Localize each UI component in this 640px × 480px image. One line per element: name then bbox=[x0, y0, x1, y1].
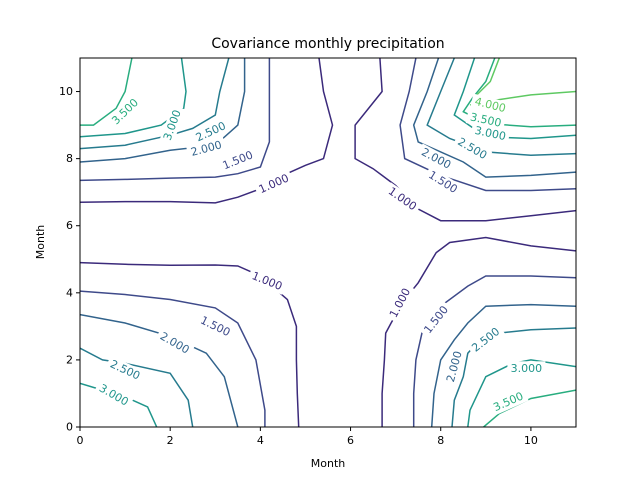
contour-label-background bbox=[488, 387, 529, 416]
contour-label-background bbox=[470, 122, 511, 145]
contour-line-4.000 bbox=[476, 58, 501, 96]
contour-line-2.000 bbox=[412, 58, 576, 178]
contour-line-3.500 bbox=[80, 58, 133, 126]
contour-label: 3.500 bbox=[491, 389, 525, 414]
y-tick-label: 6 bbox=[66, 219, 73, 232]
axes-frame bbox=[79, 57, 577, 428]
contour-label-background bbox=[418, 300, 454, 339]
contour-line-1.000 bbox=[381, 236, 576, 427]
contour-label: 3.500 bbox=[109, 96, 141, 127]
x-axis-label: Month bbox=[311, 457, 346, 470]
chart-title: Covariance monthly precipitation bbox=[211, 36, 444, 52]
contour-label: 3.500 bbox=[469, 110, 503, 129]
contour-label: 1.500 bbox=[198, 314, 232, 339]
plot-area: 1.0001.0001.0001.0001.5001.5001.5001.500… bbox=[80, 58, 576, 427]
contour-label-background bbox=[217, 146, 259, 174]
y-axis: 0 2 4 6 8 10 bbox=[59, 85, 80, 434]
y-tick-label: 2 bbox=[66, 353, 73, 366]
contour-line-3.000 bbox=[453, 58, 576, 140]
contour-label: 1.500 bbox=[421, 303, 451, 336]
contour-line-3.500 bbox=[462, 58, 576, 128]
y-tick-label: 10 bbox=[59, 85, 73, 98]
contour-label-background bbox=[246, 267, 288, 295]
x-axis: 0 2 4 6 8 10 bbox=[77, 427, 538, 447]
contour-label: 1.500 bbox=[426, 168, 460, 196]
contour-label-background bbox=[384, 282, 416, 323]
x-tick-label: 6 bbox=[347, 434, 354, 447]
contour-label-background bbox=[423, 166, 463, 199]
contour-label-background bbox=[442, 346, 466, 387]
contour-line-2.000 bbox=[430, 303, 576, 427]
contour-label: 1.000 bbox=[387, 286, 413, 320]
contour-label-background bbox=[195, 311, 236, 342]
contour-line-2.500 bbox=[426, 58, 576, 157]
contour-label-background bbox=[106, 93, 144, 130]
y-tick-label: 4 bbox=[66, 286, 73, 299]
contour-label: 3.000 bbox=[97, 382, 131, 409]
x-tick-label: 0 bbox=[77, 434, 84, 447]
contour-line-1.500 bbox=[399, 58, 576, 192]
contour-label: 2.000 bbox=[158, 330, 192, 357]
y-tick-label: 0 bbox=[66, 421, 73, 434]
x-tick-label: 2 bbox=[167, 434, 174, 447]
contour-line-2.500 bbox=[80, 58, 230, 150]
contour-label: 1.000 bbox=[257, 171, 291, 196]
contour-label-background bbox=[465, 109, 506, 131]
contour-label: 2.500 bbox=[469, 325, 502, 355]
contour-label-background bbox=[159, 104, 186, 146]
contour-line-1.500 bbox=[80, 290, 266, 427]
contour-label: 1.000 bbox=[250, 269, 284, 293]
contour-label: 1.500 bbox=[221, 148, 255, 172]
contour-line-1.500 bbox=[80, 58, 271, 182]
contour-label-background bbox=[190, 117, 231, 147]
y-axis-label: Month bbox=[34, 225, 47, 260]
x-tick-label: 8 bbox=[437, 434, 444, 447]
contour-label-background bbox=[470, 93, 511, 117]
contour-label-background bbox=[382, 182, 422, 216]
contour-label: 3.000 bbox=[511, 362, 543, 375]
x-tick-label: 10 bbox=[524, 434, 538, 447]
x-tick-label: 4 bbox=[257, 434, 264, 447]
contour-line-1.000 bbox=[354, 58, 576, 222]
contour-label: 2.500 bbox=[108, 357, 142, 382]
contour-label-background bbox=[452, 133, 493, 165]
contour-label: 2.000 bbox=[444, 350, 465, 384]
contour-label: 3.000 bbox=[161, 108, 184, 142]
contour-line-3.000 bbox=[467, 359, 576, 427]
contour-label-background bbox=[253, 169, 295, 198]
contour-label-background bbox=[93, 379, 134, 411]
contour-label-background bbox=[154, 327, 195, 359]
contour-line-2.500 bbox=[80, 347, 194, 427]
contour-label-background bbox=[507, 361, 546, 376]
contour-label-background bbox=[186, 136, 227, 161]
contour-label-background bbox=[466, 322, 506, 358]
contour-label-background bbox=[416, 143, 457, 174]
y-tick-label: 8 bbox=[66, 152, 73, 165]
contour-label-background bbox=[104, 355, 146, 385]
